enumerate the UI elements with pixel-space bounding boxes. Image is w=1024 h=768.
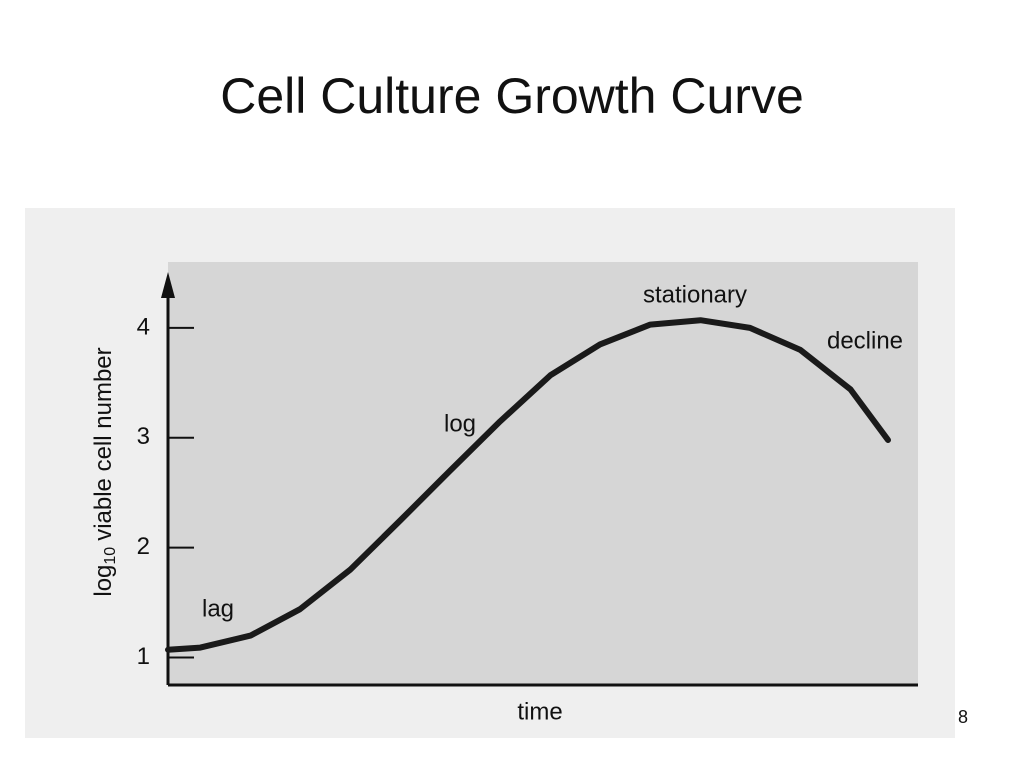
phase-label: decline xyxy=(827,327,903,354)
slide-title: Cell Culture Growth Curve xyxy=(220,68,804,124)
slide-number: 8 xyxy=(958,707,968,727)
y-tick-label: 1 xyxy=(137,643,150,670)
y-tick-label: 3 xyxy=(137,423,150,450)
y-axis-label: log10 viable cell number xyxy=(90,347,119,596)
y-axis-arrow xyxy=(161,272,175,298)
y-label-subscript: 10 xyxy=(102,547,119,565)
phase-label: lag xyxy=(202,595,234,622)
y-label-rest: viable cell number xyxy=(90,347,117,540)
x-axis-label: time xyxy=(517,698,562,725)
y-label-base: log xyxy=(90,565,117,597)
phase-label: log xyxy=(444,410,476,437)
y-tick-label: 4 xyxy=(137,313,150,340)
growth-curve xyxy=(165,317,891,653)
y-tick-label: 2 xyxy=(137,533,150,560)
phase-label: stationary xyxy=(643,281,747,308)
